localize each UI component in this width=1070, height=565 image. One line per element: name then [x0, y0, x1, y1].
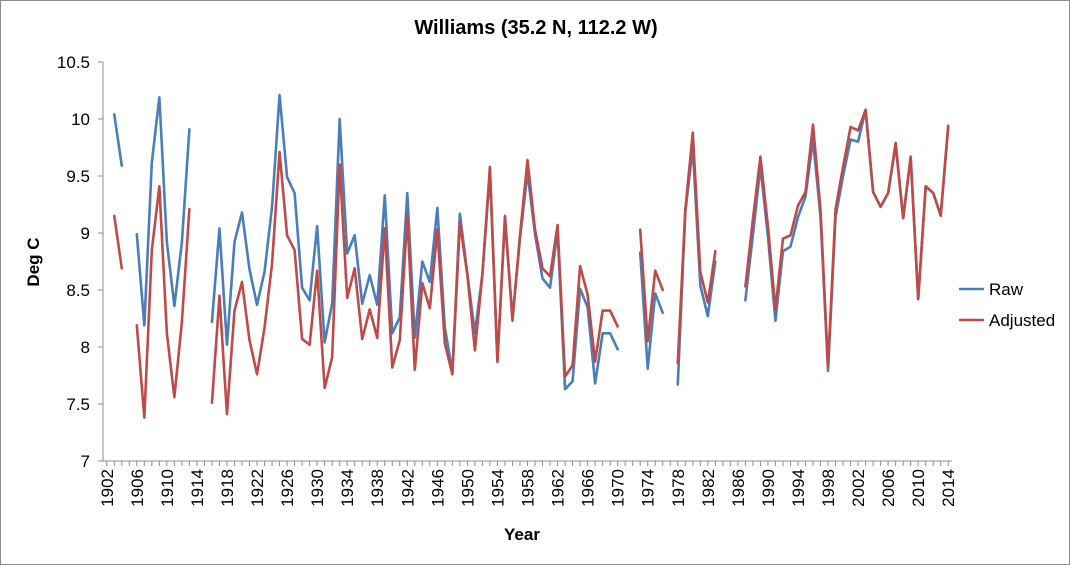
x-tick-label: 1914: [188, 469, 207, 507]
x-tick-label: 2010: [909, 469, 928, 507]
x-tick-label: 1986: [729, 469, 748, 507]
y-tick-label: 7.5: [66, 395, 90, 414]
x-tick-label: 1938: [368, 469, 387, 507]
series-line-adjusted: [112, 108, 950, 419]
x-tick-label: 2014: [939, 469, 958, 507]
plot-area: 7 7.5 8 8.5 9 9.5 10 10.5 1902 1906 1910 1914 1918 19…: [57, 53, 958, 507]
x-tick-label: 1982: [699, 469, 718, 507]
x-axis-title: Year: [504, 525, 540, 544]
x-tick-label: 1902: [98, 469, 117, 507]
x-tick-label: 1930: [308, 469, 327, 507]
x-tick-label: 1954: [488, 469, 507, 507]
x-tick-label: 1918: [218, 469, 237, 507]
x-tick-label: 1922: [248, 469, 267, 507]
y-tick-label: 10: [71, 110, 90, 129]
legend-label-adjusted: Adjusted: [989, 311, 1055, 330]
x-tick-label: 1990: [759, 469, 778, 507]
x-tick-label: 1934: [338, 469, 357, 507]
x-tick-label: 1910: [158, 469, 177, 507]
y-axis-title: Deg C: [24, 237, 43, 286]
legend-label-raw: Raw: [989, 280, 1024, 299]
x-tick-label: 1994: [789, 469, 808, 507]
x-tick-label: 1962: [549, 469, 568, 507]
y-tick-label: 9: [81, 224, 90, 243]
chart-title: Williams (35.2 N, 112.2 W): [414, 17, 657, 39]
legend: Raw Adjusted: [959, 280, 1055, 330]
x-tick-label: 1906: [128, 469, 147, 507]
y-tick-label: 7: [81, 452, 90, 471]
x-tick-label: 2002: [849, 469, 868, 507]
x-tick-label: 1926: [278, 469, 297, 507]
series-line-raw: [112, 93, 950, 391]
x-tick-label: 1966: [579, 469, 598, 507]
x-tick-label: 2006: [879, 469, 898, 507]
x-tick-label: 1946: [428, 469, 447, 507]
x-tick-label: 1942: [398, 469, 417, 507]
x-tick-label: 1998: [819, 469, 838, 507]
x-tick-label: 1974: [639, 469, 658, 507]
x-tick-label: 1970: [609, 469, 628, 507]
y-tick-label: 9.5: [66, 167, 90, 186]
x-tick-label: 1958: [519, 469, 538, 507]
x-tick-label: 1978: [669, 469, 688, 507]
x-tick-label: 1950: [458, 469, 477, 507]
y-tick-label: 8.5: [66, 281, 90, 300]
y-tick-label: 8: [81, 338, 90, 357]
y-tick-label: 10.5: [57, 53, 90, 72]
